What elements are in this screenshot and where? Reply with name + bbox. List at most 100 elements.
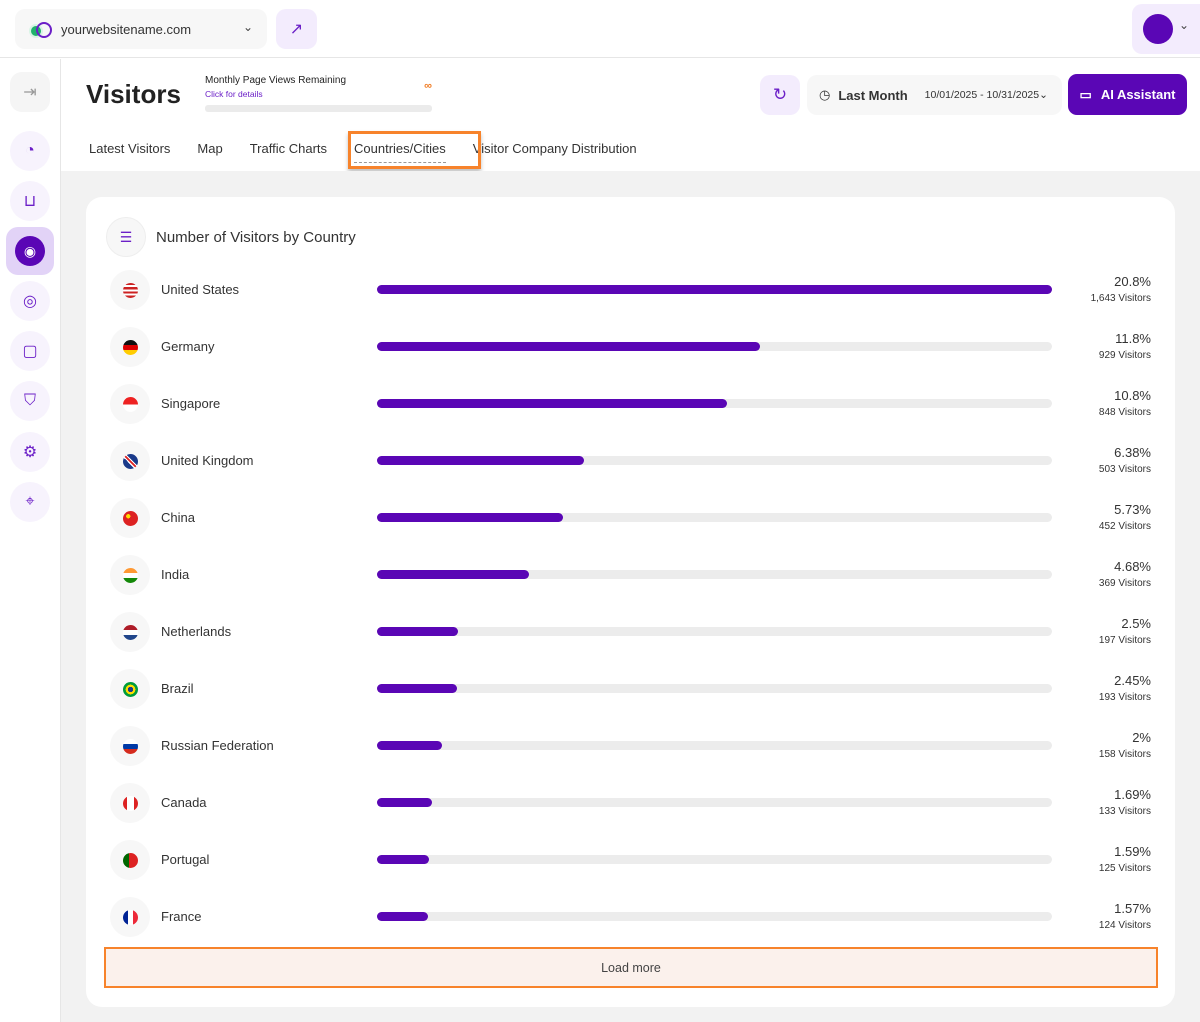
visitor-count: 452 Visitors [1098, 521, 1151, 532]
bar-track [377, 741, 1052, 750]
load-more-button[interactable]: Load more [104, 947, 1158, 988]
flag-icon [110, 327, 150, 367]
sidebar-item-dashboard[interactable]: ◔ [10, 131, 50, 171]
percent-label: 10.8% [1114, 388, 1151, 403]
country-name: Singapore [161, 396, 221, 411]
active-tab-highlight [348, 131, 481, 169]
quota-progress-bar [205, 105, 432, 112]
country-row: Netherlands 2.5% 197 Visitors [110, 612, 1156, 662]
ai-assistant-button[interactable]: ▭ AI Assistant [1068, 74, 1187, 115]
country-name: United States [161, 282, 240, 297]
bar-track [377, 798, 1052, 807]
visitor-count: 158 Visitors [1098, 749, 1151, 760]
visitor-count: 125 Visitors [1098, 863, 1151, 874]
visitor-count: 197 Visitors [1098, 635, 1151, 646]
tab-traffic-charts[interactable]: Traffic Charts [249, 141, 328, 156]
percent-label: 11.8% [1115, 331, 1151, 346]
visitor-count: 369 Visitors [1098, 578, 1151, 589]
quota-label: Monthly Page Views Remaining [205, 75, 347, 86]
country-name: Canada [161, 795, 207, 810]
tab-visitor-company-distribution[interactable]: Visitor Company Distribution [472, 141, 637, 156]
gear-icon: ⚙ [22, 444, 38, 461]
visitor-count: 503 Visitors [1098, 464, 1151, 475]
tab-map[interactable]: Map [197, 141, 223, 156]
bar-fill [377, 513, 563, 522]
country-row: United Kingdom 6.38% 503 Visitors [110, 441, 1156, 491]
bar-fill [377, 741, 442, 750]
globe-icon [29, 21, 52, 38]
country-name: Netherlands [161, 624, 232, 639]
ai-assistant-label: AI Assistant [1100, 87, 1176, 102]
percent-label: 2.5% [1121, 616, 1151, 631]
range-dates: 10/01/2025 - 10/31/2025 [924, 89, 1040, 101]
sidebar-item-settings[interactable]: ⚙ [10, 432, 50, 472]
chevron-down-icon: ⌄ [1179, 18, 1190, 32]
flag-germany-icon [122, 339, 138, 355]
bar-track [377, 513, 1052, 522]
flag-brazil-icon [122, 681, 138, 697]
chat-icon: ▢ [22, 343, 38, 360]
sidebar-item-locations[interactable]: ⌖ [10, 482, 50, 522]
map-pin-icon: ⌖ [25, 493, 35, 510]
percent-label: 1.57% [1114, 901, 1151, 916]
flag-canada-icon [122, 795, 138, 811]
refresh-button[interactable]: ↻ [760, 75, 800, 115]
sidebar-item-visitors[interactable]: ◉ [6, 227, 54, 275]
sidebar-item-shop[interactable]: ⊔ [10, 181, 50, 221]
country-name: India [161, 567, 190, 582]
bar-track [377, 399, 1052, 408]
website-selector[interactable]: yourwebsitename.com ⌄ [15, 9, 267, 49]
quota-details-link[interactable]: Click for details [205, 89, 263, 99]
country-row: Brazil 2.45% 193 Visitors [110, 669, 1156, 719]
country-name: France [161, 909, 202, 924]
date-range-picker[interactable]: ◷ Last Month 10/01/2025 - 10/31/2025 ⌄ [807, 75, 1062, 115]
tab-latest-visitors[interactable]: Latest Visitors [89, 141, 171, 156]
sidebar-item-security[interactable]: ⛉ [10, 381, 50, 421]
arrow-right-icon: ⇥ [23, 84, 37, 101]
percent-label: 6.38% [1114, 445, 1151, 460]
pie-chart-icon: ◔ [25, 142, 35, 159]
country-name: Germany [161, 339, 215, 354]
tab-bar: Latest Visitors Map Traffic Charts Count… [89, 141, 664, 163]
flag-icon [110, 498, 150, 538]
bar-fill [377, 285, 1052, 294]
flag-united-kingdom-icon [122, 453, 138, 469]
flag-icon [110, 783, 150, 823]
country-name: China [161, 510, 195, 525]
flag-icon [110, 897, 150, 937]
open-external-button[interactable]: ↗ [276, 9, 317, 49]
visitor-count: 848 Visitors [1098, 407, 1151, 418]
visitor-count: 1,643 Visitors [1090, 293, 1151, 304]
country-row: Portugal 1.59% 125 Visitors [110, 840, 1156, 890]
chat-bubble-icon: ▭ [1079, 86, 1092, 102]
flag-china-icon [122, 510, 138, 526]
shield-icon: ⛉ [23, 392, 36, 409]
flag-netherlands-icon [122, 624, 138, 640]
flag-india-icon [122, 567, 138, 583]
chevron-down-icon: ⌄ [1039, 89, 1048, 101]
bar-track [377, 570, 1052, 579]
visitor-count: 193 Visitors [1098, 692, 1151, 703]
country-row: Singapore 10.8% 848 Visitors [110, 384, 1156, 434]
flag-united-states-icon [122, 282, 138, 298]
tab-countries-cities[interactable]: Countries/Cities [354, 141, 446, 163]
flag-portugal-icon [122, 852, 138, 868]
quota-value: ∞ [424, 80, 432, 92]
sidebar-item-chat[interactable]: ▢ [10, 331, 50, 371]
flag-france-icon [122, 909, 138, 925]
country-row: France 1.57% 124 Visitors [110, 897, 1156, 947]
range-label: Last Month [838, 87, 908, 103]
list-icon: ☰ [106, 217, 146, 257]
sidebar-item-recordings[interactable]: ◎ [10, 281, 50, 321]
card-header: ☰ Number of Visitors by Country [106, 217, 356, 257]
percent-label: 20.8% [1114, 274, 1151, 289]
bar-track [377, 456, 1052, 465]
country-row: Russian Federation 2% 158 Visitors [110, 726, 1156, 776]
sidebar-collapse-toggle[interactable]: ⇥ [10, 72, 50, 112]
country-row: Canada 1.69% 133 Visitors [110, 783, 1156, 833]
bar-fill [377, 627, 459, 636]
bar-track [377, 912, 1052, 921]
bar-track [377, 342, 1052, 351]
user-menu[interactable]: ⌄ [1132, 4, 1200, 54]
bar-track [377, 684, 1052, 693]
